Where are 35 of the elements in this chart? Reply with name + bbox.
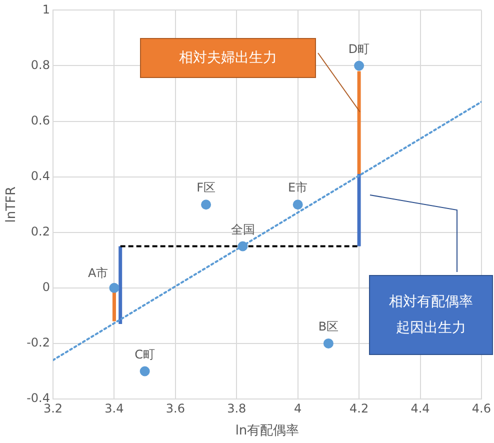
y-tick-label: -0.2	[26, 336, 50, 350]
y-tick-label: 1	[42, 2, 50, 16]
y-axis-title: lnTFR	[4, 186, 20, 223]
point	[109, 282, 120, 293]
callout-box: 相対夫婦出生力	[140, 38, 316, 78]
y-tick-label: 0.4	[30, 168, 50, 183]
point	[292, 200, 303, 210]
callout-box: 相対有配偶率起因出生力	[369, 275, 493, 355]
point	[201, 200, 212, 210]
y-tick-label: 0	[42, 280, 50, 294]
series-label: F区	[196, 180, 216, 195]
x-tick-label: 3.6	[166, 401, 185, 416]
x-tick-label: 3.2	[43, 401, 63, 416]
x-tick-label: 4.4	[410, 401, 430, 416]
series-label: E市	[288, 180, 308, 195]
y-tick-label: 0.6	[30, 113, 50, 128]
series-label: A市	[88, 266, 108, 280]
point	[323, 338, 334, 348]
x-tick-label: 4.2	[350, 401, 369, 416]
annotation: 相対夫婦出生力	[179, 49, 277, 68]
x-tick-label: 3.8	[227, 401, 246, 416]
y-tick-label: 0.2	[30, 224, 50, 238]
series-label: B区	[318, 320, 339, 334]
series-label: D町	[348, 42, 370, 56]
x-tick-label: 4	[294, 401, 302, 416]
x-tick-label: 4.6	[472, 401, 492, 416]
x-tick-label: 3.4	[104, 401, 124, 416]
point	[140, 366, 150, 376]
x-axis-title: ln有配偶率	[235, 422, 300, 439]
point	[354, 60, 364, 71]
series-label: C町	[134, 347, 156, 362]
annotation: 相対有配偶率起因出生力	[388, 293, 474, 338]
y-tick-label: 0.8	[30, 58, 50, 72]
point	[238, 241, 248, 252]
series-label: 全国	[230, 222, 255, 236]
